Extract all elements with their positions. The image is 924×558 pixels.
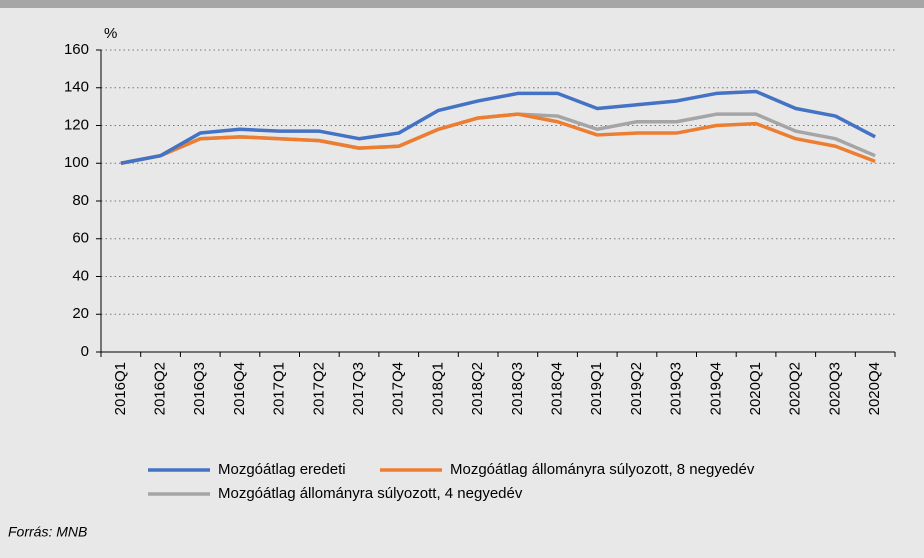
y-tick-label: 40 <box>72 267 89 284</box>
y-unit-label: % <box>104 25 117 42</box>
x-tick-label: 2017Q1 <box>271 362 288 415</box>
x-tick-label: 2019Q2 <box>628 362 645 415</box>
x-tick-label: 2017Q4 <box>390 362 407 415</box>
y-tick-label: 20 <box>72 305 89 322</box>
legend-label: Mozgóátlag állományra súlyozott, 4 negye… <box>218 485 523 502</box>
y-tick-label: 60 <box>72 230 89 247</box>
x-tick-label: 2016Q2 <box>152 362 169 415</box>
x-tick-label: 2019Q3 <box>668 362 685 415</box>
y-tick-label: 0 <box>81 343 89 360</box>
x-tick-label: 2020Q4 <box>866 362 883 415</box>
x-tick-label: 2020Q3 <box>826 362 843 415</box>
y-tick-label: 140 <box>64 79 89 96</box>
y-tick-label: 120 <box>64 116 89 133</box>
x-tick-label: 2018Q1 <box>429 362 446 415</box>
series-line <box>120 89 876 165</box>
x-tick-label: 2016Q4 <box>231 362 248 415</box>
source: Forrás: MNB <box>8 524 87 540</box>
legend-label: Mozgóátlag eredeti <box>218 461 346 478</box>
y-tick-label: 80 <box>72 192 89 209</box>
top-bar <box>0 0 924 8</box>
x-tick-label: 2019Q4 <box>707 362 724 415</box>
x-tick-label: 2017Q3 <box>350 362 367 415</box>
legend-label: Mozgóátlag állományra súlyozott, 8 negye… <box>450 461 755 478</box>
x-tick-label: 2016Q1 <box>112 362 129 415</box>
y-tick-label: 160 <box>64 41 89 58</box>
y-tick-label: 100 <box>64 154 89 171</box>
x-tick-label: 2020Q1 <box>747 362 764 415</box>
series-line <box>120 112 876 165</box>
x-tick-label: 2016Q3 <box>191 362 208 415</box>
x-tick-label: 2017Q2 <box>310 362 327 415</box>
x-tick-label: 2020Q2 <box>787 362 804 415</box>
x-tick-label: 2018Q4 <box>549 362 566 415</box>
x-tick-label: 2018Q2 <box>469 362 486 415</box>
x-tick-label: 2019Q1 <box>588 362 605 415</box>
x-tick-label: 2018Q3 <box>509 362 526 415</box>
